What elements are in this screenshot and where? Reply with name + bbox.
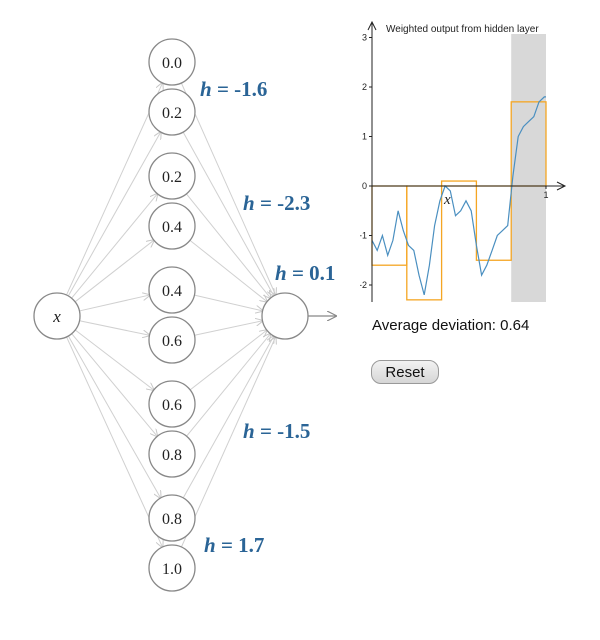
hidden-node-9[interactable]: 1.0 (148, 544, 196, 592)
h-label-4: h = -1.5 (243, 419, 310, 444)
edge-hidden-3-to-output (189, 239, 267, 301)
edge-hidden-6-to-output (189, 330, 267, 391)
h-var: h (204, 533, 216, 557)
hidden-node-6[interactable]: 0.6 (148, 380, 196, 428)
edge-hidden-9-to-output (180, 337, 275, 548)
step-segment-2 (440, 180, 478, 187)
hidden-node-label: 1.0 (162, 561, 182, 578)
average-deviation: Average deviation: 0.64 (372, 317, 529, 334)
chart-title: Weighted output from hidden layer (386, 24, 539, 35)
h-value: 0.1 (309, 261, 336, 285)
edge-hidden-8-to-output (182, 336, 274, 499)
input-label: x (52, 307, 61, 326)
edge-input-to-hidden-4 (79, 295, 149, 312)
h-var: h (243, 419, 255, 443)
highlight-region (511, 34, 546, 302)
target-function-line (371, 96, 546, 296)
y-tick-label: 3 (362, 33, 367, 43)
edge-hidden-4-to-output (194, 294, 262, 311)
h-value: -1.5 (277, 419, 311, 443)
y-tick-label: 1 (362, 132, 367, 142)
h-var: h (275, 261, 287, 285)
edge-hidden-0-to-output (180, 82, 275, 295)
input-node[interactable]: x (33, 292, 81, 340)
output-chart: 3 2 1 0 -1 -2 1 Weighted output from hidden la… (360, 20, 567, 302)
average-deviation-label: Average deviation: (372, 317, 501, 334)
y-tick-label: -2 (360, 280, 367, 290)
hidden-node-0[interactable]: 0.0 (148, 38, 196, 86)
edge-input-to-hidden-9 (66, 336, 163, 547)
y-axis-arrow (367, 20, 377, 31)
hidden-node-7[interactable]: 0.8 (148, 430, 196, 478)
edge-input-to-hidden-7 (71, 333, 158, 437)
hidden-node-label: 0.2 (162, 105, 182, 122)
edges (66, 83, 275, 547)
axes (367, 20, 567, 302)
edge-hidden-7-to-output (186, 334, 271, 437)
h-var: h (243, 191, 255, 215)
h-eq: = (286, 261, 310, 285)
h-value: 1.7 (238, 533, 265, 557)
edge-input-to-hidden-3 (74, 240, 154, 303)
hidden-node-label: 0.4 (162, 219, 182, 236)
h-eq: = (254, 419, 278, 443)
edge-input-to-hidden-1 (67, 132, 160, 297)
hidden-node-label: 0.2 (162, 169, 182, 186)
h-label-1: h = -1.6 (200, 77, 267, 102)
h-label-2: h = -2.3 (243, 191, 310, 216)
reset-button[interactable]: Reset (371, 360, 439, 384)
step-segment-1 (406, 185, 443, 301)
hidden-node-label: 0.6 (162, 397, 182, 414)
edge-input-to-hidden-5 (79, 320, 150, 336)
edge-hidden-1-to-output (182, 131, 274, 296)
h-value: -1.6 (234, 77, 268, 101)
y-tick-label: -1 (360, 231, 367, 241)
output-node[interactable] (261, 292, 309, 340)
hidden-node-8[interactable]: 0.8 (148, 494, 196, 542)
x-tick-label: 1 (543, 190, 548, 200)
ticks: 3 2 1 0 -1 -2 1 (360, 33, 549, 291)
average-deviation-value: 0.64 (500, 317, 530, 334)
nodes: x 0.0 0.2 0.2 0.4 0.4 0.6 0.6 (33, 38, 336, 592)
y-tick-label: 2 (362, 82, 367, 92)
x-axis-label: x (443, 192, 451, 208)
hidden-node-label: 0.8 (162, 511, 182, 528)
edge-hidden-2-to-output (186, 193, 270, 298)
hidden-node-2[interactable]: 0.2 (148, 152, 196, 200)
network-diagram: x 0.0 0.2 0.2 0.4 0.4 0.6 0.6 (33, 38, 350, 592)
hidden-node-label: 0.4 (162, 283, 182, 300)
edge-hidden-5-to-output (194, 321, 262, 336)
edge-input-to-hidden-0 (66, 83, 162, 296)
hidden-node-label: 0.8 (162, 447, 182, 464)
h-eq: = (211, 77, 235, 101)
edge-input-to-hidden-2 (71, 194, 158, 299)
x-axis-arrow (556, 181, 567, 191)
h-eq: = (215, 533, 239, 557)
h-value: -2.3 (277, 191, 311, 215)
h-label-3: h = 0.1 (275, 261, 335, 286)
edge-input-to-hidden-8 (67, 335, 160, 498)
hidden-node-label: 0.0 (162, 55, 182, 72)
hidden-node-4[interactable]: 0.4 (148, 266, 196, 314)
edge-input-to-hidden-6 (74, 329, 153, 390)
hidden-node-5[interactable]: 0.6 (148, 316, 196, 364)
hidden-node-1[interactable]: 0.2 (148, 88, 196, 136)
hidden-node-label: 0.6 (162, 333, 182, 350)
step-segment-3 (475, 185, 512, 261)
h-eq: = (254, 191, 278, 215)
y-tick-label: 0 (362, 181, 367, 191)
h-var: h (200, 77, 212, 101)
h-label-5: h = 1.7 (204, 533, 264, 558)
hidden-node-3[interactable]: 0.4 (148, 202, 196, 250)
